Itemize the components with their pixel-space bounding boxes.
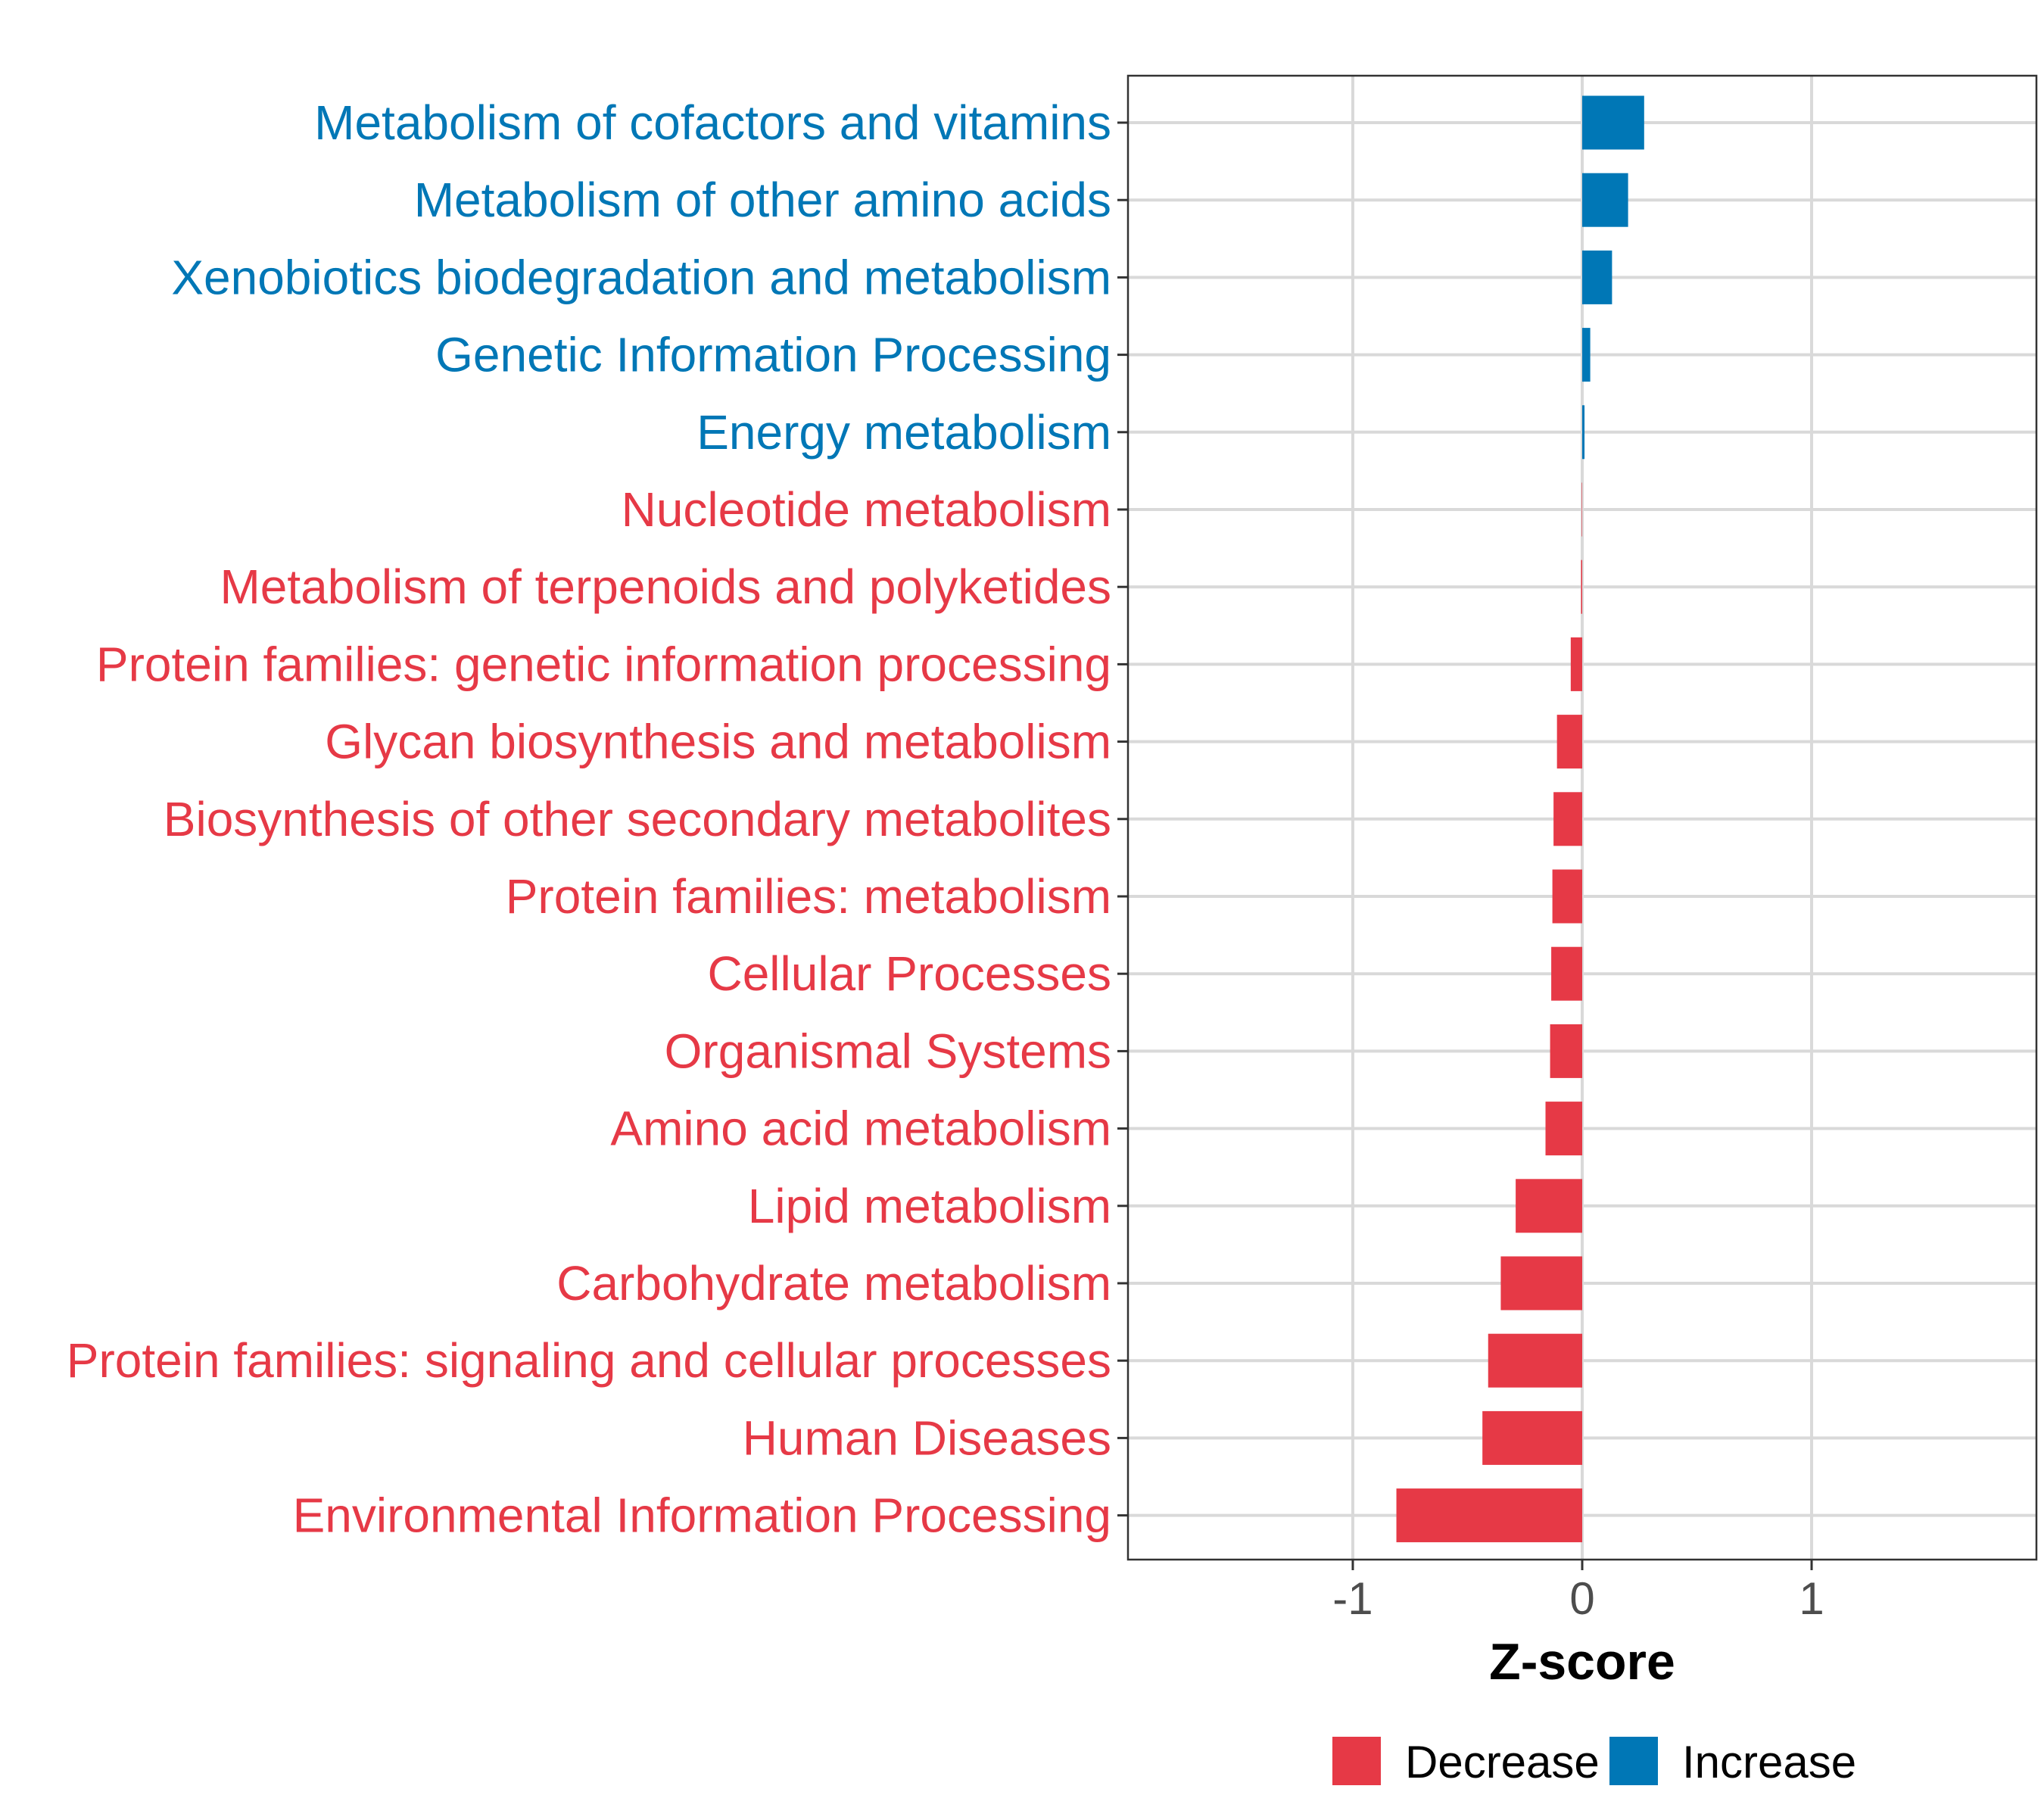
category-label: Amino acid metabolism <box>610 1102 1111 1156</box>
x-tick-label: 0 <box>1569 1573 1594 1624</box>
category-label: Xenobiotics biodegradation and metabolis… <box>171 250 1111 304</box>
category-label: Nucleotide metabolism <box>622 482 1111 537</box>
bar <box>1582 250 1612 304</box>
legend-swatch <box>1609 1737 1658 1785</box>
x-tick-label: 1 <box>1799 1573 1824 1624</box>
category-label: Human Diseases <box>743 1410 1111 1465</box>
category-label: Protein families: metabolism <box>506 869 1111 924</box>
bar <box>1550 1024 1582 1078</box>
bar <box>1488 1333 1582 1388</box>
legend: Decrease Increase <box>1332 1737 1856 1787</box>
category-label: Environmental Information Processing <box>293 1488 1111 1543</box>
category-label: Genetic Information Processing <box>435 328 1111 382</box>
category-label: Metabolism of cofactors and vitamins <box>314 95 1111 150</box>
bar <box>1553 792 1582 846</box>
x-axis-tick-labels: -1 0 1 <box>1332 1573 1824 1624</box>
legend-label: Decrease <box>1405 1737 1600 1787</box>
bar <box>1556 715 1582 769</box>
bar <box>1570 637 1582 691</box>
bar <box>1482 1410 1582 1465</box>
bar <box>1552 869 1582 924</box>
bar <box>1582 173 1628 227</box>
bar <box>1500 1256 1582 1311</box>
category-label: Energy metabolism <box>696 405 1111 460</box>
x-tick-label: -1 <box>1332 1573 1373 1624</box>
bar <box>1545 1102 1582 1156</box>
bars <box>1396 95 1644 1543</box>
y-axis-category-labels: Metabolism of cofactors and vitamins Meta… <box>67 95 1111 1543</box>
bar <box>1582 95 1644 150</box>
legend-label: Increase <box>1682 1737 1856 1787</box>
category-label: Glycan biosynthesis and metabolism <box>325 715 1111 769</box>
x-axis-title: Z-score <box>1489 1633 1675 1691</box>
bar <box>1516 1179 1582 1233</box>
bar <box>1396 1488 1582 1543</box>
bar <box>1551 946 1582 1001</box>
x-axis-ticks <box>1351 1560 1813 1570</box>
y-axis-ticks <box>1117 121 1128 1517</box>
category-label: Cellular Processes <box>707 946 1111 1001</box>
bar <box>1582 405 1585 460</box>
category-label: Carbohydrate metabolism <box>556 1256 1111 1311</box>
category-label: Lipid metabolism <box>748 1179 1111 1233</box>
category-label: Metabolism of other amino acids <box>414 173 1111 227</box>
bar <box>1581 482 1582 537</box>
bar <box>1581 559 1582 614</box>
category-label: Biosynthesis of other secondary metaboli… <box>164 792 1111 846</box>
category-label: Protein families: signaling and cellular… <box>67 1333 1111 1388</box>
category-label: Metabolism of terpenoids and polyketides <box>220 559 1111 614</box>
legend-swatch <box>1332 1737 1381 1785</box>
category-label: Protein families: genetic information pr… <box>96 637 1111 691</box>
bar <box>1582 328 1591 382</box>
category-label: Organismal Systems <box>665 1024 1111 1078</box>
